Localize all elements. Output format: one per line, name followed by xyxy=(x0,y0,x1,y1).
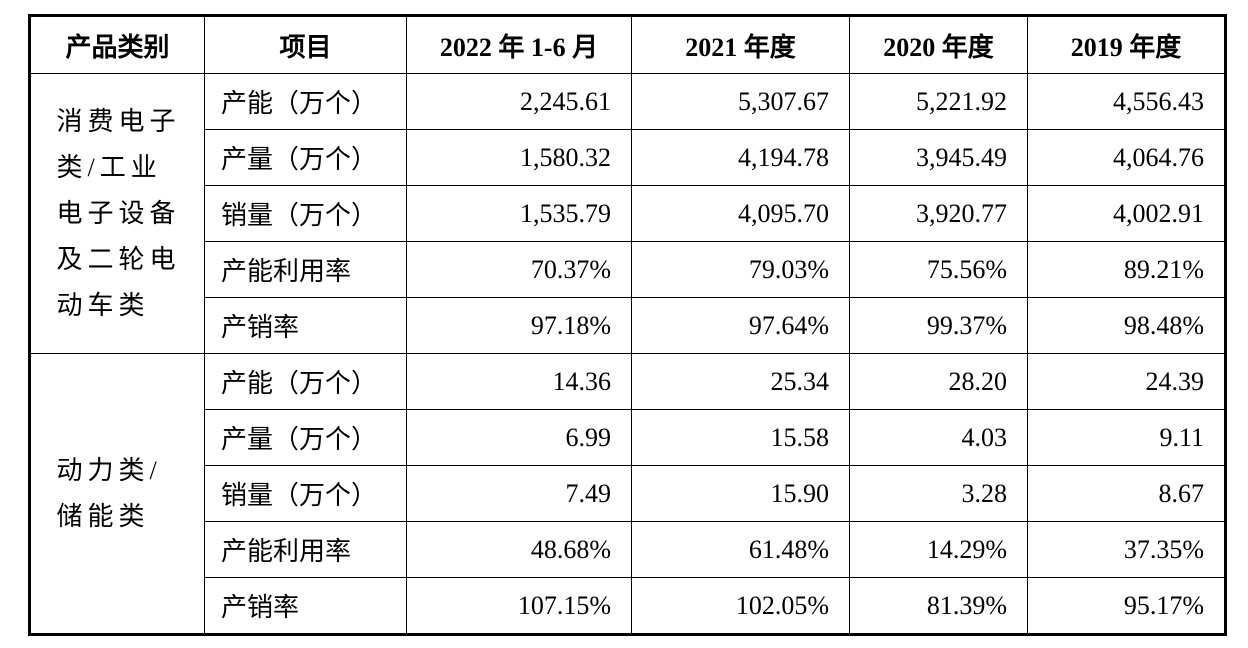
table-row: 产能利用率 70.37% 79.03% 75.56% 89.21% xyxy=(30,241,1226,298)
item-cell: 产量（万个） xyxy=(204,129,407,186)
table-row: 产能利用率 48.68% 61.48% 14.29% 37.35% xyxy=(30,521,1226,578)
value-cell: 3,920.77 xyxy=(849,185,1028,242)
value-cell: 6.99 xyxy=(406,409,632,466)
value-cell: 14.29% xyxy=(849,521,1028,578)
value-cell: 3.28 xyxy=(849,465,1028,522)
category-text: 动力类/储能类 xyxy=(56,455,162,531)
value-cell: 7.49 xyxy=(406,465,632,522)
value-cell: 28.20 xyxy=(849,353,1028,410)
value-cell: 89.21% xyxy=(1027,241,1226,298)
value-cell: 79.03% xyxy=(631,241,850,298)
item-cell: 产能利用率 xyxy=(204,521,407,578)
value-cell: 81.39% xyxy=(849,577,1028,635)
value-cell: 37.35% xyxy=(1027,521,1226,578)
value-cell: 15.90 xyxy=(631,465,850,522)
category-cell: 动力类/储能类 xyxy=(29,353,205,635)
value-cell: 25.34 xyxy=(631,353,850,410)
item-cell: 产能利用率 xyxy=(204,241,407,298)
header-cell: 2019 年度 xyxy=(1027,15,1226,74)
value-cell: 5,221.92 xyxy=(849,73,1028,130)
value-cell: 4,002.91 xyxy=(1027,185,1226,242)
category-text: 消费电子类/工业电子设备及二轮电动车类 xyxy=(56,106,181,320)
value-cell: 95.17% xyxy=(1027,577,1226,635)
value-cell: 4,064.76 xyxy=(1027,129,1226,186)
value-cell: 3,945.49 xyxy=(849,129,1028,186)
value-cell: 107.15% xyxy=(406,577,632,635)
value-cell: 99.37% xyxy=(849,297,1028,354)
table-row: 产量（万个） 6.99 15.58 4.03 9.11 xyxy=(30,409,1226,466)
value-cell: 75.56% xyxy=(849,241,1028,298)
header-row: 产品类别 项目 2022 年 1-6 月 2021 年度 2020 年度 2019 年度 xyxy=(29,15,1226,74)
table-row: 销量（万个） 1,535.79 4,095.70 3,920.77 4,002.91 xyxy=(30,185,1226,242)
value-cell: 97.18% xyxy=(406,297,632,354)
item-cell: 产量（万个） xyxy=(204,409,407,466)
value-cell: 24.39 xyxy=(1027,353,1226,410)
item-cell: 产能（万个） xyxy=(204,353,407,410)
value-cell: 4,556.43 xyxy=(1027,73,1226,130)
value-cell: 2,245.61 xyxy=(406,73,632,130)
table-row: 产销率 107.15% 102.05% 81.39% 95.17% xyxy=(30,577,1226,635)
value-cell: 1,535.79 xyxy=(406,185,632,242)
value-cell: 70.37% xyxy=(406,241,632,298)
header-cell: 产品类别 xyxy=(29,15,205,74)
header-cell: 2022 年 1-6 月 xyxy=(406,15,632,74)
table-row: 产量（万个） 1,580.32 4,194.78 3,945.49 4,064.76 xyxy=(30,129,1226,186)
value-cell: 15.58 xyxy=(631,409,850,466)
table-row: 销量（万个） 7.49 15.90 3.28 8.67 xyxy=(30,465,1226,522)
item-cell: 销量（万个） xyxy=(204,185,407,242)
value-cell: 14.36 xyxy=(406,353,632,410)
category-cell: 消费电子类/工业电子设备及二轮电动车类 xyxy=(29,73,205,354)
capacity-table: 产品类别 项目 2022 年 1-6 月 2021 年度 2020 年度 2019 年度 … xyxy=(28,14,1227,636)
value-cell: 48.68% xyxy=(406,521,632,578)
value-cell: 98.48% xyxy=(1027,297,1226,354)
table-row: 产销率 97.18% 97.64% 99.37% 98.48% xyxy=(30,297,1226,354)
item-cell: 销量（万个） xyxy=(204,465,407,522)
value-cell: 1,580.32 xyxy=(406,129,632,186)
header-cell: 2021 年度 xyxy=(631,15,850,74)
table-body: 消费电子类/工业电子设备及二轮电动车类 产能（万个） 2,245.61 5,307.6… xyxy=(29,73,1226,635)
value-cell: 9.11 xyxy=(1027,409,1226,466)
value-cell: 4,095.70 xyxy=(631,185,850,242)
item-cell: 产销率 xyxy=(204,297,407,354)
value-cell: 61.48% xyxy=(631,521,850,578)
table-row: 消费电子类/工业电子设备及二轮电动车类 产能（万个） 2,245.61 5,307.6… xyxy=(29,73,1226,354)
header-cell: 2020 年度 xyxy=(849,15,1028,74)
value-cell: 4.03 xyxy=(849,409,1028,466)
value-cell: 102.05% xyxy=(631,577,850,635)
header-cell: 项目 xyxy=(204,15,407,74)
value-cell: 97.64% xyxy=(631,297,850,354)
table-row: 动力类/储能类 产能（万个） 14.36 25.34 28.20 24.39 xyxy=(29,353,1226,635)
value-cell: 5,307.67 xyxy=(631,73,850,130)
item-cell: 产销率 xyxy=(204,577,407,635)
value-cell: 4,194.78 xyxy=(631,129,850,186)
value-cell: 8.67 xyxy=(1027,465,1226,522)
item-cell: 产能（万个） xyxy=(204,73,407,130)
